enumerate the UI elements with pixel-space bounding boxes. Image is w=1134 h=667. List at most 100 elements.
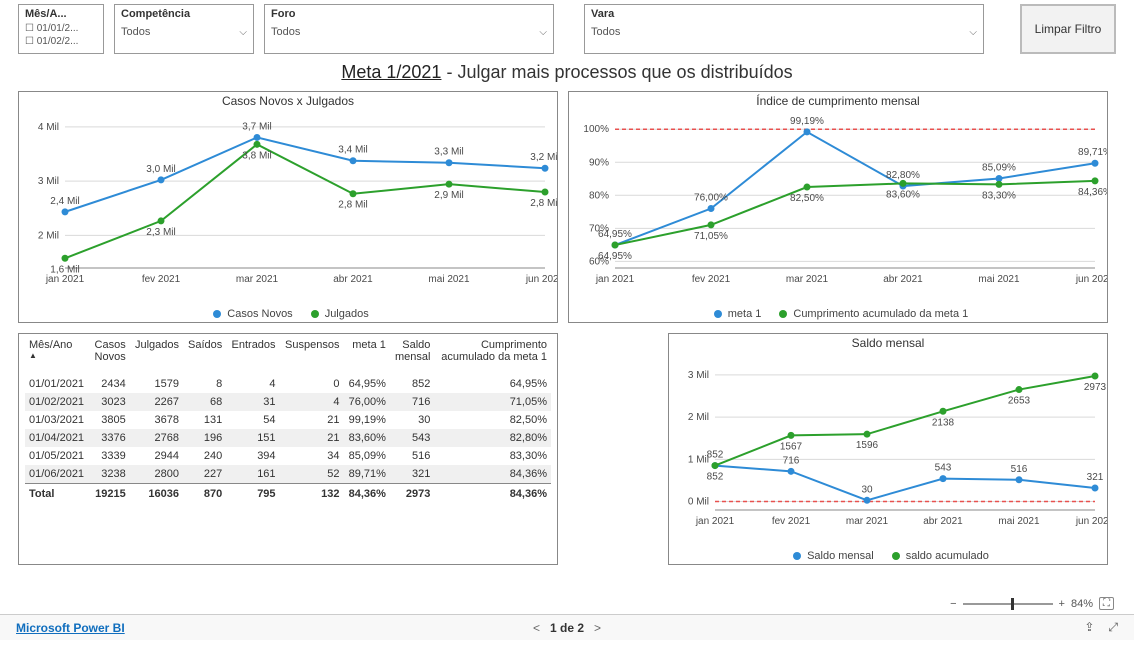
svg-text:1596: 1596 <box>856 440 879 451</box>
svg-text:2973: 2973 <box>1084 382 1107 393</box>
svg-text:71,05%: 71,05% <box>694 231 728 242</box>
svg-text:fev 2021: fev 2021 <box>142 274 181 285</box>
filter-label: Foro <box>271 8 547 20</box>
col-header[interactable]: Julgados <box>130 336 183 375</box>
col-header[interactable]: CasosNovos <box>90 336 130 375</box>
table-row[interactable]: 01/05/2021333929442403943485,09%51683,30… <box>25 447 551 465</box>
filter-vara[interactable]: Vara Todos⌵ <box>584 4 984 54</box>
col-header[interactable]: Saldomensal <box>390 336 435 375</box>
svg-text:1,6 Mil: 1,6 Mil <box>50 264 79 275</box>
svg-text:fev 2021: fev 2021 <box>692 274 731 285</box>
dropdown[interactable]: Todos⌵ <box>591 22 977 38</box>
col-header[interactable]: Suspensos <box>280 336 344 375</box>
col-header[interactable]: Cumprimentoacumulado da meta 1 <box>434 336 551 375</box>
svg-text:jan 2021: jan 2021 <box>45 274 85 285</box>
svg-text:2,9 Mil: 2,9 Mil <box>434 190 463 201</box>
svg-text:3 Mil: 3 Mil <box>688 370 709 381</box>
table-row[interactable]: 01/02/2021302322676831476,00%71671,05% <box>25 393 551 411</box>
svg-text:abr 2021: abr 2021 <box>923 516 963 527</box>
prev-page-button[interactable]: < <box>533 621 540 635</box>
svg-text:mar 2021: mar 2021 <box>846 516 889 527</box>
table-row[interactable]: 01/04/2021337627681961512183,60%54382,80… <box>25 429 551 447</box>
legend: meta 1Cumprimento acumulado da meta 1 <box>569 308 1107 320</box>
svg-text:3,7 Mil: 3,7 Mil <box>242 121 271 132</box>
svg-text:jun 2021: jun 2021 <box>525 274 557 285</box>
svg-text:2 Mil: 2 Mil <box>38 230 59 241</box>
chevron-down-icon: ⌵ <box>239 27 247 38</box>
chart-saldo-mensal[interactable]: Saldo mensal 0 Mil1 Mil2 Mil3 Miljan 202… <box>668 333 1108 565</box>
zoom-percent: 84% <box>1071 598 1093 610</box>
table-row[interactable]: 01/06/2021323828002271615289,71%32184,36… <box>25 465 551 484</box>
svg-text:0 Mil: 0 Mil <box>688 497 709 508</box>
svg-text:83,60%: 83,60% <box>886 189 920 200</box>
svg-text:1567: 1567 <box>780 441 803 452</box>
svg-text:30: 30 <box>861 484 873 495</box>
dropdown[interactable]: Todos⌵ <box>271 22 547 38</box>
table-row[interactable]: 01/03/202138053678131542199,19%3082,50% <box>25 411 551 429</box>
svg-text:2,8 Mil: 2,8 Mil <box>530 198 557 209</box>
svg-text:mai 2021: mai 2021 <box>428 274 470 285</box>
dropdown[interactable]: Todos⌵ <box>121 22 247 38</box>
share-icon[interactable]: ⇪ <box>1084 620 1094 635</box>
filter-competencia[interactable]: Competência Todos⌵ <box>114 4 254 54</box>
checkbox-list[interactable]: 01/01/2... 01/02/2... <box>25 22 97 48</box>
legend: Saldo mensalsaldo acumulado <box>669 550 1107 562</box>
col-header[interactable]: meta 1 <box>343 336 389 375</box>
svg-text:76,00%: 76,00% <box>694 193 728 204</box>
svg-text:jan 2021: jan 2021 <box>695 516 735 527</box>
svg-text:90%: 90% <box>589 157 609 168</box>
table-row[interactable]: 01/01/20212434157984064,95%85264,95% <box>25 375 551 393</box>
filters-bar: Mês/A... 01/01/2... 01/02/2... Competênc… <box>18 4 1116 54</box>
svg-text:516: 516 <box>1011 464 1028 475</box>
svg-text:64,95%: 64,95% <box>598 251 632 262</box>
zoom-in-button[interactable]: + <box>1059 598 1065 610</box>
limpar-filtro-button[interactable]: Limpar Filtro <box>1020 4 1116 54</box>
chart-indice-cumprimento[interactable]: Índice de cumprimento mensal 60%70%80%90… <box>568 91 1108 323</box>
filter-label: Competência <box>121 8 247 20</box>
svg-text:2,8 Mil: 2,8 Mil <box>338 200 367 211</box>
zoom-slider[interactable] <box>963 603 1053 605</box>
svg-text:80%: 80% <box>589 190 609 201</box>
svg-text:64,95%: 64,95% <box>598 229 632 240</box>
svg-text:852: 852 <box>707 472 724 483</box>
svg-text:543: 543 <box>935 463 952 474</box>
svg-text:fev 2021: fev 2021 <box>772 516 811 527</box>
footer-bar: Microsoft Power BI < 1 de 2 > ⇪ ⤢ <box>0 614 1134 640</box>
svg-text:85,09%: 85,09% <box>982 162 1016 173</box>
pager: < 1 de 2 > <box>533 621 601 635</box>
svg-text:3 Mil: 3 Mil <box>38 176 59 187</box>
svg-text:mai 2021: mai 2021 <box>978 274 1020 285</box>
zoom-control[interactable]: − + 84% ⛶ <box>950 597 1114 610</box>
svg-text:100%: 100% <box>583 124 609 135</box>
legend: Casos NovosJulgados <box>19 308 557 320</box>
svg-text:82,50%: 82,50% <box>790 193 824 204</box>
svg-text:2653: 2653 <box>1008 396 1031 407</box>
svg-text:84,36%: 84,36% <box>1078 187 1107 198</box>
fit-page-icon[interactable]: ⛶ <box>1099 597 1114 610</box>
table-total-row: Total192151603687079513284,36%297384,36% <box>25 484 551 504</box>
filter-foro[interactable]: Foro Todos⌵ <box>264 4 554 54</box>
fullscreen-icon[interactable]: ⤢ <box>1108 620 1118 635</box>
svg-text:jun 2021: jun 2021 <box>1075 516 1107 527</box>
data-table[interactable]: Mês/Ano▲CasosNovosJulgadosSaídosEntrados… <box>18 333 558 565</box>
svg-text:83,30%: 83,30% <box>982 190 1016 201</box>
svg-text:abr 2021: abr 2021 <box>883 274 923 285</box>
svg-text:2,3 Mil: 2,3 Mil <box>146 227 175 238</box>
col-header[interactable]: Entrados <box>226 336 279 375</box>
col-header[interactable]: Saídos <box>183 336 226 375</box>
page-indicator: 1 de 2 <box>550 621 584 635</box>
svg-text:4 Mil: 4 Mil <box>38 122 59 133</box>
svg-text:jun 2021: jun 2021 <box>1075 274 1107 285</box>
next-page-button[interactable]: > <box>594 621 601 635</box>
filter-mes[interactable]: Mês/A... 01/01/2... 01/02/2... <box>18 4 104 54</box>
filter-label: Mês/A... <box>25 8 97 20</box>
col-header[interactable]: Mês/Ano▲ <box>25 336 90 375</box>
svg-text:2,4 Mil: 2,4 Mil <box>50 196 79 207</box>
zoom-out-button[interactable]: − <box>950 598 956 610</box>
svg-text:3,3 Mil: 3,3 Mil <box>434 147 463 158</box>
chart-casos-novos-julgados[interactable]: Casos Novos x Julgados 2 Mil3 Mil4 Milja… <box>18 91 558 323</box>
chevron-down-icon: ⌵ <box>539 27 547 38</box>
svg-text:82,80%: 82,80% <box>886 170 920 181</box>
svg-text:89,71%: 89,71% <box>1078 147 1107 158</box>
powerbi-link[interactable]: Microsoft Power BI <box>16 621 125 635</box>
